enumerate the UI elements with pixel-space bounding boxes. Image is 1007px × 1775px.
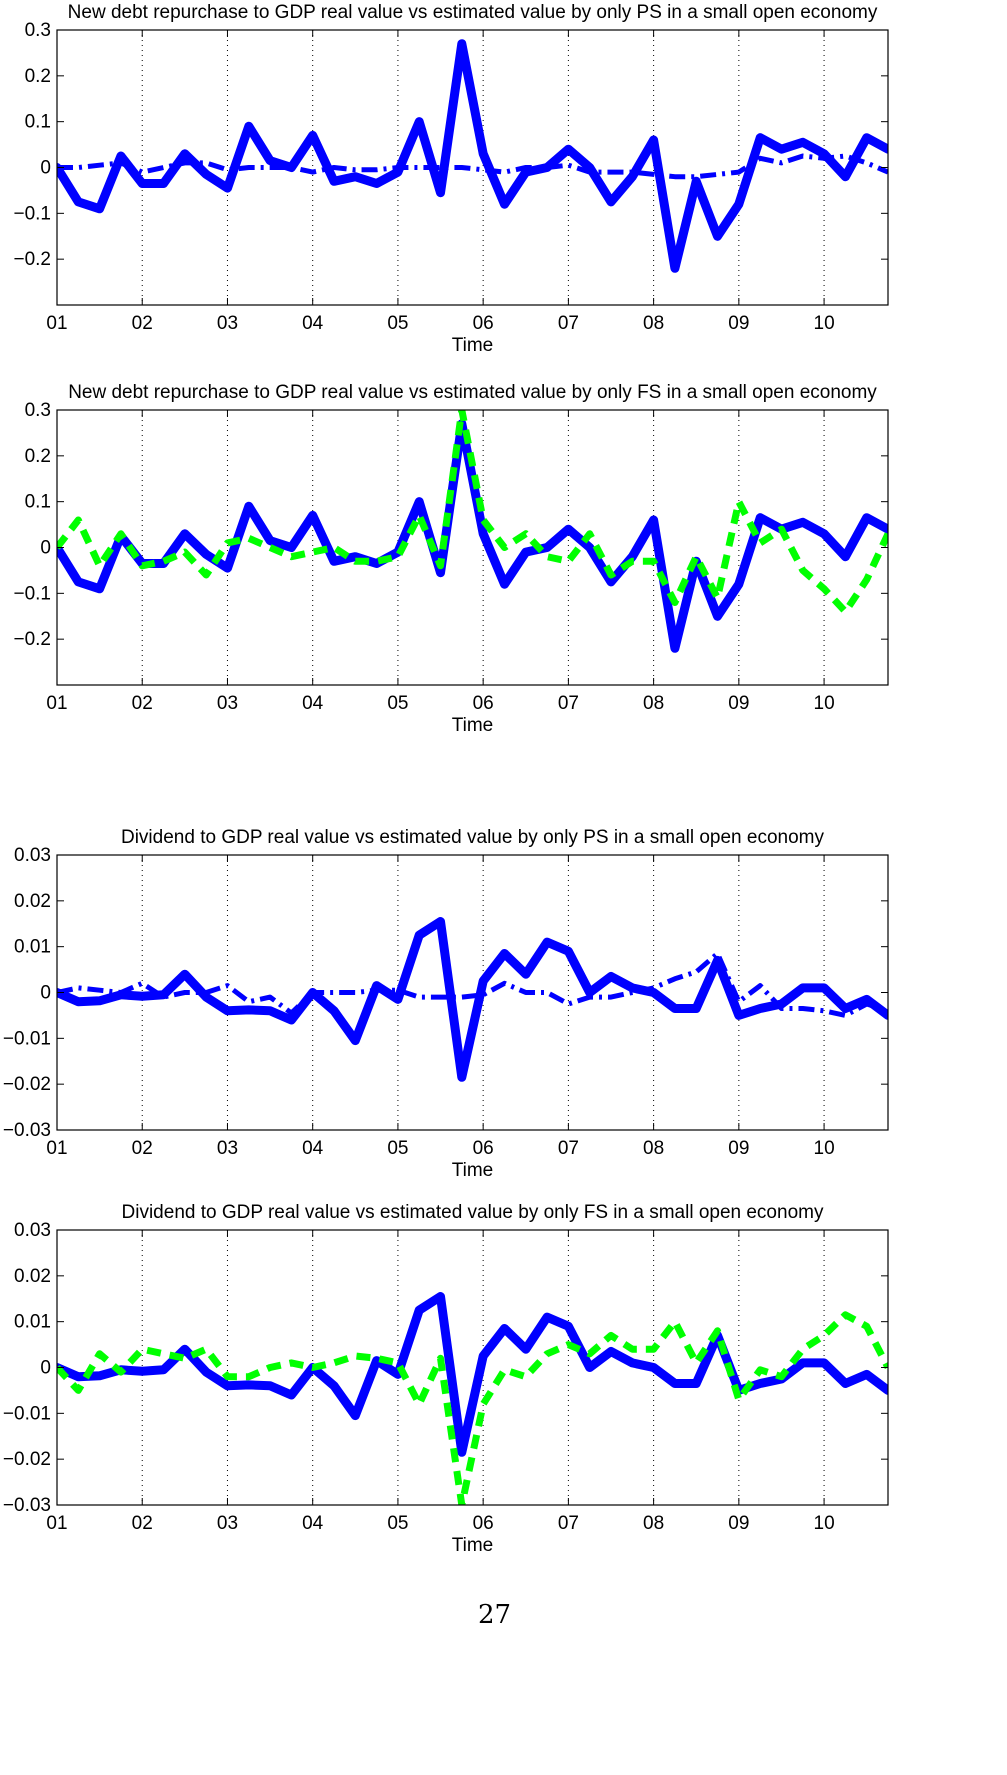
chart-2-ytick-label: 0.3 (25, 400, 51, 421)
chart-3-xtick-label: 10 (814, 1138, 835, 1159)
chart-3-xtick-label: 09 (728, 1138, 749, 1159)
chart-1-ytick-label: −0.1 (13, 203, 51, 224)
chart-1-xtick-label: 03 (217, 313, 238, 334)
chart-3-xtick-label: 03 (217, 1138, 238, 1159)
chart-2-ytick-label: 0.2 (25, 446, 51, 467)
chart-4-series-2-line (57, 1311, 888, 1505)
chart-1-xtick-label: 04 (302, 313, 324, 334)
chart-2-xtick-label: 05 (387, 693, 408, 714)
chart-3-svg: Dividend to GDP real value vs estimated … (3, 827, 889, 1181)
chart-4-svg: Dividend to GDP real value vs estimated … (3, 1202, 889, 1556)
chart-3-series-1-line (57, 917, 888, 1082)
chart-3-title: Dividend to GDP real value vs estimated … (121, 827, 825, 848)
chart-panel-2: New debt repurchase to GDP real value vs… (0, 380, 1007, 760)
chart-2-ytick-label: 0.1 (25, 492, 51, 513)
chart-4-xtick-label: 10 (814, 1513, 835, 1534)
chart-2-series-2-line (57, 410, 888, 616)
chart-3-xtick-label: 04 (302, 1138, 324, 1159)
chart-3-ytick-label: 0.01 (14, 937, 51, 958)
chart-2-title: New debt repurchase to GDP real value vs… (68, 382, 877, 403)
chart-2-ytick-label: −0.1 (13, 583, 51, 604)
chart-4-xtick-label: 05 (387, 1513, 408, 1534)
chart-1-xtick-label: 06 (473, 313, 494, 334)
chart-3-xtick-label: 02 (132, 1138, 153, 1159)
chart-4-ytick-label: 0.02 (14, 1266, 51, 1287)
chart-1-svg: New debt repurchase to GDP real value vs… (13, 2, 889, 356)
chart-panel-1: New debt repurchase to GDP real value vs… (0, 0, 1007, 380)
chart-2-xtick-label: 04 (302, 693, 324, 714)
chart-1-ytick-label: −0.2 (13, 249, 51, 270)
chart-1-xtick-label: 02 (132, 313, 153, 334)
chart-4-ytick-label: −0.03 (3, 1495, 51, 1516)
chart-4-xtick-label: 06 (473, 1513, 494, 1534)
chart-3-ytick-label: 0.02 (14, 891, 51, 912)
chart-1-series-1-line (57, 39, 888, 273)
chart-2-plot-frame (56, 409, 889, 686)
chart-1-xlabel: Time (452, 335, 494, 356)
chart-3-ytick-label: −0.02 (3, 1074, 51, 1095)
chart-2-xlabel: Time (452, 715, 494, 736)
page-number: 27 (478, 1600, 512, 1630)
chart-1-xtick-label: 09 (728, 313, 749, 334)
chart-1-xtick-label: 08 (643, 313, 664, 334)
chart-3-xtick-label: 06 (473, 1138, 494, 1159)
chart-2-xtick-label: 06 (473, 693, 494, 714)
chart-3-xtick-label: 08 (643, 1138, 664, 1159)
chart-1-xtick-label: 05 (387, 313, 408, 334)
chart-4-xtick-label: 09 (728, 1513, 749, 1534)
chart-1-ytick-label: 0.1 (25, 112, 51, 133)
chart-4-xtick-label: 03 (217, 1513, 238, 1534)
chart-panel-4: Dividend to GDP real value vs estimated … (0, 1200, 1007, 1775)
chart-4-xtick-label: 08 (643, 1513, 664, 1534)
chart-2-xtick-label: 02 (132, 693, 153, 714)
chart-1-xtick-label: 07 (558, 313, 579, 334)
chart-4-ytick-label: −0.02 (3, 1449, 51, 1470)
chart-panel-3: Dividend to GDP real value vs estimated … (0, 825, 1007, 1200)
chart-1-plot-frame (56, 29, 889, 306)
chart-4-ytick-label: −0.01 (3, 1403, 51, 1424)
chart-4-xtick-label: 02 (132, 1513, 153, 1534)
chart-3-ytick-label: 0 (40, 983, 51, 1004)
chart-4-ytick-label: 0 (40, 1358, 51, 1379)
chart-4-xtick-label: 04 (302, 1513, 324, 1534)
chart-3-xlabel: Time (452, 1160, 494, 1181)
chart-2-xtick-label: 07 (558, 693, 579, 714)
chart-2-ytick-label: 0 (40, 538, 51, 559)
chart-1-ytick-label: 0.3 (25, 20, 51, 41)
chart-3-xtick-label: 05 (387, 1138, 408, 1159)
chart-4-title: Dividend to GDP real value vs estimated … (122, 1202, 824, 1223)
chart-1-ytick-label: 0 (40, 158, 51, 179)
chart-3-ytick-label: 0.03 (14, 845, 51, 866)
chart-2-xtick-label: 08 (643, 693, 664, 714)
chart-2-ytick-label: −0.2 (13, 629, 51, 650)
chart-3-xtick-label: 01 (46, 1138, 67, 1159)
chart-3-series-2-line (57, 951, 888, 1018)
chart-4-xtick-label: 01 (46, 1513, 67, 1534)
chart-1-ytick-label: 0.2 (25, 66, 51, 87)
chart-3-xtick-label: 07 (558, 1138, 579, 1159)
chart-2-xtick-label: 01 (46, 693, 67, 714)
chart-2-xtick-label: 03 (217, 693, 238, 714)
chart-1-title: New debt repurchase to GDP real value vs… (68, 2, 878, 23)
chart-2-xtick-label: 09 (728, 693, 749, 714)
chart-2-xtick-label: 10 (814, 693, 835, 714)
chart-2-svg: New debt repurchase to GDP real value vs… (13, 382, 889, 736)
chart-1-xtick-label: 01 (46, 313, 67, 334)
chart-4-ytick-label: 0.01 (14, 1312, 51, 1333)
chart-4-ytick-label: 0.03 (14, 1220, 51, 1241)
chart-4-xlabel: Time (452, 1535, 494, 1556)
chart-3-ytick-label: −0.03 (3, 1120, 51, 1141)
chart-4-xtick-label: 07 (558, 1513, 579, 1534)
chart-1-xtick-label: 10 (814, 313, 835, 334)
chart-3-ytick-label: −0.01 (3, 1028, 51, 1049)
